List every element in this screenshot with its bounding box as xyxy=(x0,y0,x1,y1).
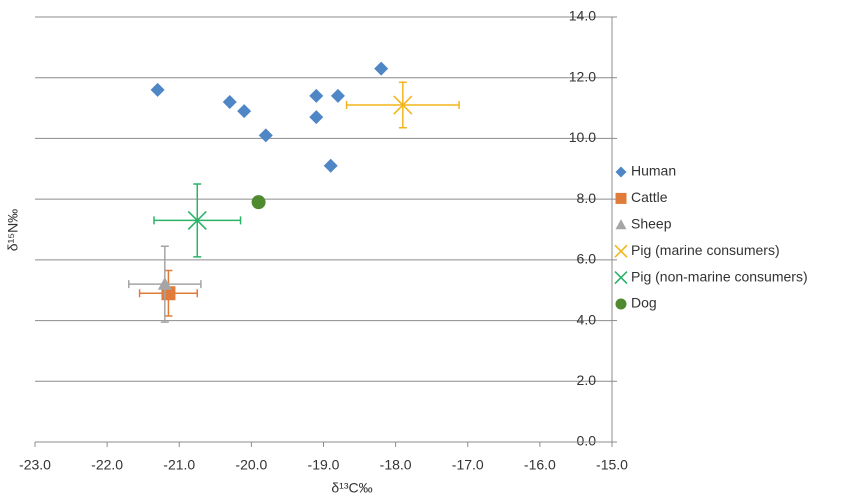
marker xyxy=(374,61,389,76)
x-tick-label: -16.0 xyxy=(524,457,556,473)
marker xyxy=(330,88,345,103)
y-tick-label: 8.0 xyxy=(577,190,597,206)
y-axis-label: δ¹⁵N‰ xyxy=(5,209,21,251)
y-tick-label: 14.0 xyxy=(569,8,596,24)
legend-marker xyxy=(614,244,628,258)
marker xyxy=(393,95,413,115)
legend-label: Sheep xyxy=(631,216,672,232)
y-tick-label: 10.0 xyxy=(569,129,596,145)
x-tick-label: -23.0 xyxy=(19,457,51,473)
legend-marker xyxy=(614,271,628,285)
x-tick-label: -22.0 xyxy=(91,457,123,473)
marker xyxy=(323,158,338,173)
x-axis-label: δ¹³C‰ xyxy=(331,480,372,496)
legend: Human Cattle Sheep Pig (marine consumers) Pi… xyxy=(631,163,808,311)
x-tick-label: -20.0 xyxy=(235,457,267,473)
marker xyxy=(157,277,172,290)
marker xyxy=(187,210,207,230)
legend-label: Pig (marine consumers) xyxy=(631,242,780,258)
legend-label: Human xyxy=(631,163,676,179)
legend-marker xyxy=(615,192,627,204)
legend-label: Pig (non-marine consumers) xyxy=(631,268,808,284)
x-tick-label: -21.0 xyxy=(163,457,195,473)
y-tick-label: 0.0 xyxy=(577,433,597,449)
marker xyxy=(150,82,165,97)
marker xyxy=(309,110,324,125)
marker xyxy=(237,104,252,119)
legend-label: Cattle xyxy=(631,189,668,205)
legend-marker xyxy=(615,219,627,230)
marker xyxy=(309,88,324,103)
y-tick-label: 4.0 xyxy=(577,311,597,327)
legend-label: Dog xyxy=(631,295,657,311)
marker xyxy=(258,128,273,143)
y-tick-label: 6.0 xyxy=(577,251,597,267)
x-tick-label: -15.0 xyxy=(596,457,628,473)
x-tick-label: -18.0 xyxy=(380,457,412,473)
y-tick-label: 2.0 xyxy=(577,372,597,388)
y-tick-label: 12.0 xyxy=(569,68,596,84)
marker xyxy=(251,195,266,210)
marker xyxy=(222,95,237,109)
x-tick-label: -17.0 xyxy=(452,457,484,473)
legend-marker xyxy=(615,298,627,310)
legend-marker xyxy=(615,166,627,178)
x-tick-label: -19.0 xyxy=(308,457,340,473)
